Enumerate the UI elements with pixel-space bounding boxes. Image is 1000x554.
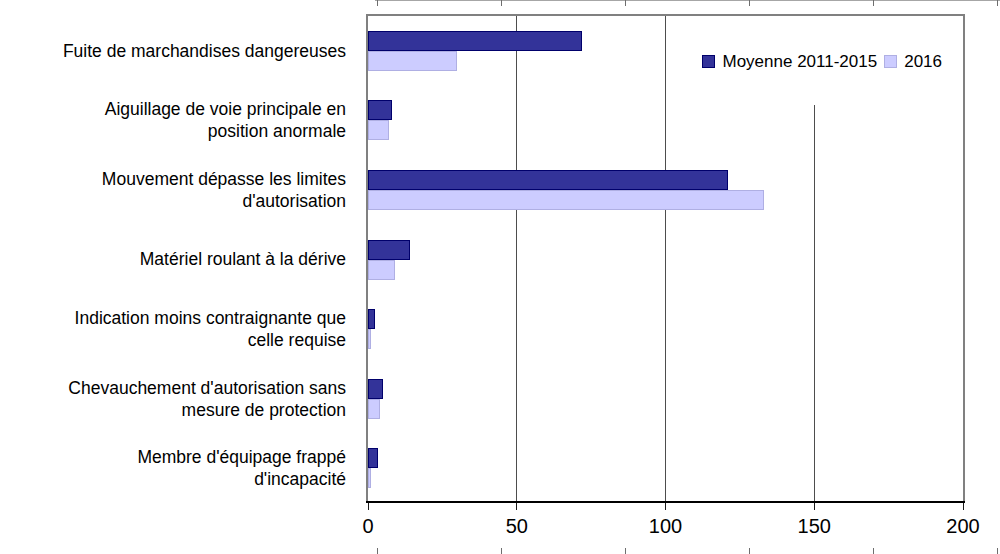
bar-mean-cat3 <box>368 170 728 190</box>
gridline-100 <box>665 16 666 501</box>
top-edge-tick <box>377 0 378 6</box>
legend-label-mean: Moyenne 2011-2015 <box>722 52 877 72</box>
top-edge-tick <box>997 0 998 6</box>
category-label-7: Membre d'équipage frappéd'incapacité <box>0 433 346 503</box>
legend-swatch-2016-icon <box>884 55 897 68</box>
bar-2016-cat5 <box>368 329 371 349</box>
gridline-50 <box>516 16 517 501</box>
bar-mean-cat2 <box>368 100 392 120</box>
category-label-5: Indication moins contraignante quecelle … <box>0 294 346 364</box>
x-tick-label-0: 0 <box>323 514 413 538</box>
top-edge-tick <box>749 0 750 6</box>
top-edge-tick <box>873 0 874 6</box>
x-axis-tick-200 <box>963 503 964 510</box>
bar-mean-cat4 <box>368 240 410 260</box>
x-axis-tick-150 <box>814 503 815 510</box>
legend-swatch-mean-icon <box>702 55 715 68</box>
bar-mean-cat6 <box>368 379 383 399</box>
bar-2016-cat4 <box>368 260 395 280</box>
category-label-4: Matériel roulant à la dérive <box>0 225 346 295</box>
top-edge-tick <box>625 0 626 6</box>
category-label-2: Aiguillage de voie principale enposition… <box>0 86 346 156</box>
x-tick-label-100: 100 <box>621 514 711 538</box>
category-label-1: Fuite de marchandises dangereuses <box>0 16 346 86</box>
category-label-3: Mouvement dépasse les limitesd'autorisat… <box>0 155 346 225</box>
top-edge-axis-fragment <box>375 0 1000 1</box>
bottom-edge-tick <box>749 548 750 554</box>
plot-border-right <box>963 14 965 503</box>
bottom-edge-tick <box>377 548 378 554</box>
bottom-edge-tick <box>997 548 998 554</box>
legend-label-2016: 2016 <box>904 52 942 72</box>
chart-legend: Moyenne 2011-2015 2016 <box>700 18 958 105</box>
x-axis-tick-100 <box>665 503 666 510</box>
bar-2016-cat3 <box>368 190 764 210</box>
x-axis-tick-50 <box>516 503 517 510</box>
x-tick-label-50: 50 <box>472 514 562 538</box>
category-label-6: Chevauchement d'autorisation sansmesure … <box>0 364 346 434</box>
gridline-150 <box>814 105 815 501</box>
top-edge-tick <box>501 0 502 6</box>
bar-mean-cat7 <box>368 448 378 468</box>
bar-mean-cat5 <box>368 309 375 329</box>
bar-2016-cat1 <box>368 51 457 71</box>
bar-2016-cat6 <box>368 399 380 419</box>
bar-chart: Fuite de marchandises dangereusesAiguill… <box>0 0 1000 554</box>
bar-mean-cat1 <box>368 31 582 51</box>
bottom-edge-tick <box>625 548 626 554</box>
bar-2016-cat7 <box>368 468 371 488</box>
x-axis-tick-0 <box>368 503 369 510</box>
x-tick-label-200: 200 <box>918 514 1000 538</box>
x-tick-label-150: 150 <box>769 514 859 538</box>
bar-2016-cat2 <box>368 120 389 140</box>
bottom-edge-tick <box>873 548 874 554</box>
bottom-edge-tick <box>501 548 502 554</box>
